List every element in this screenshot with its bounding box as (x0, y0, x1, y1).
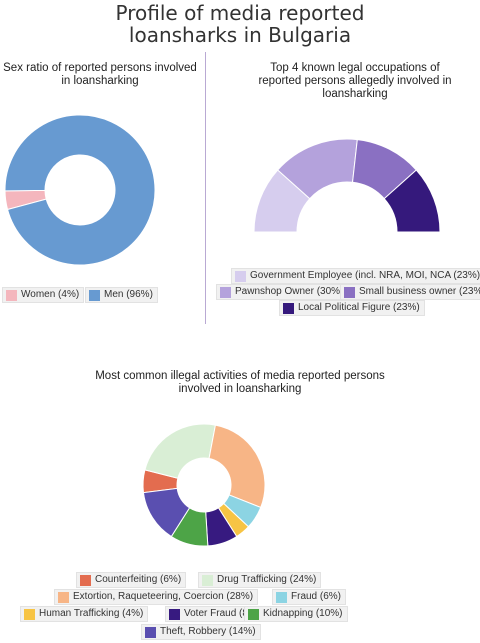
chart-3-legend-swatch (202, 574, 213, 586)
chart-2-legend-swatch (344, 286, 355, 298)
chart-1-slice-men (4, 114, 156, 266)
chart-3-legend-item-extortion-raqueteering-coercion: Extortion, Raqueteering, Coercion (28%) (54, 589, 259, 605)
chart-3-legend-swatch (80, 574, 91, 586)
chart-2-slice-local-political-figure (383, 169, 441, 233)
chart-2-legend-swatch (220, 286, 231, 298)
chart-3-legend-item-kidnapping: Kidnapping (10%) (244, 606, 348, 622)
chart-2-legend-item-government-employee-incl-nra-moi-nca: Government Employee (incl. NRA, MOI, NCA… (231, 268, 480, 284)
chart-2-legend-label: Local Political Figure (23%) (298, 302, 420, 313)
chart-3-legend-label: Extortion, Raqueteering, Coercion (28%) (73, 591, 254, 602)
chart-3-slice-extortion-raqueteering-coercion (208, 424, 266, 509)
chart-3-legend-label: Kidnapping (10%) (263, 608, 343, 619)
chart-2-legend-item-local-political-figure: Local Political Figure (23%) (279, 300, 425, 316)
chart-2-legend-item-pawnshop-owner: Pawnshop Owner (30%) (216, 284, 349, 300)
chart-2-title: Top 4 known legal occupations of reporte… (258, 62, 452, 100)
chart-1-title: Sex ratio of reported persons involved i… (3, 62, 197, 87)
chart-3-legend-item-theft-robbery: Theft, Robbery (14%) (141, 624, 261, 640)
chart-3-legend-label: Counterfeiting (6%) (95, 574, 182, 585)
chart-3-legend-swatch (248, 608, 259, 620)
chart-3-legend-label: Fraud (6%) (291, 591, 342, 602)
chart-3-legend-label: Human Trafficking (4%) (39, 608, 144, 619)
chart-3-legend-item-voter-fraud: Voter Fraud (8%) (165, 606, 266, 622)
chart-3-legend-swatch (24, 608, 35, 620)
chart-3-legend-item-counterfeiting: Counterfeiting (6%) (76, 572, 187, 588)
chart-2-legend-label: Government Employee (incl. NRA, MOI, NCA… (250, 270, 480, 281)
chart-1-legend-item-men: Men (96%) (85, 287, 158, 303)
chart-3-legend-swatch (276, 591, 287, 603)
chart-3-legend-label: Theft, Robbery (14%) (160, 626, 256, 637)
chart-2-legend-swatch (235, 270, 246, 282)
chart-1-legend-item-women: Women (4%) (2, 287, 85, 303)
chart-3-slice-drug-trafficking (144, 423, 217, 479)
chart-2-legend-item-small-business-owner: Small business owner (23%) (340, 284, 480, 300)
chart-1-legend-swatch (6, 289, 17, 301)
chart-3-legend-swatch (169, 608, 180, 620)
chart-2-legend-label: Small business owner (23%) (359, 286, 480, 297)
chart-3-legend-swatch (145, 626, 156, 638)
chart-3-legend-label: Voter Fraud (8%) (184, 608, 261, 619)
chart-3-legend-item-fraud: Fraud (6%) (272, 589, 347, 605)
chart-divider (205, 52, 206, 324)
chart-1-legend-label: Women (4%) (21, 289, 80, 300)
chart-3-legend-label: Drug Trafficking (24%) (217, 574, 317, 585)
chart-2-legend-label: Pawnshop Owner (30%) (235, 286, 344, 297)
page-title-text: Profile of media reported loansharks in … (115, 1, 365, 47)
chart-1-legend-swatch (89, 289, 100, 301)
chart-3-legend-item-drug-trafficking: Drug Trafficking (24%) (198, 572, 322, 588)
chart-3-legend-item-human-trafficking: Human Trafficking (4%) (20, 606, 149, 622)
chart-3-title: Most common illegal activities of media … (95, 370, 385, 395)
chart-2-legend-swatch (283, 302, 294, 314)
chart-3-slice-theft-robbery (142, 487, 191, 538)
chart-1-legend-label: Men (96%) (104, 289, 153, 300)
page-title: Profile of media reported loansharks in … (0, 2, 480, 46)
chart-3-legend-swatch (58, 591, 69, 603)
